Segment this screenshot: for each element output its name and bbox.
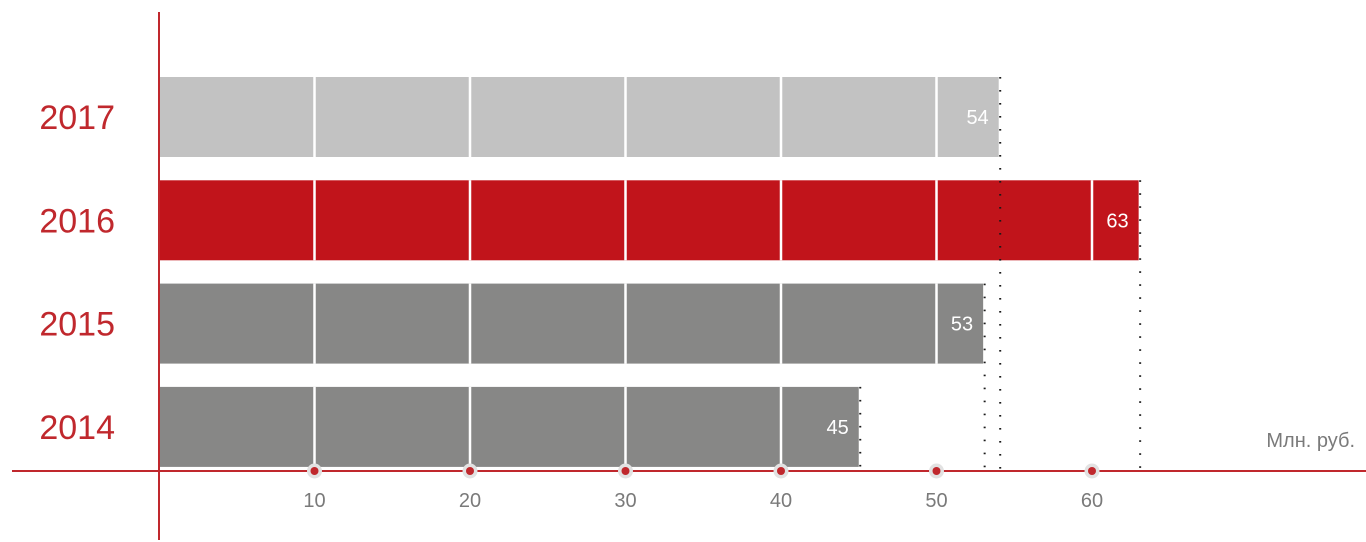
bar-2017 — [159, 77, 999, 157]
x-tick-label-60: 60 — [1081, 490, 1103, 512]
unit-label: Млн. руб. — [1266, 430, 1355, 452]
x-tick-label-10: 10 — [303, 490, 325, 512]
category-label-2017: 2017 — [39, 99, 115, 137]
category-label-2015: 2015 — [39, 306, 115, 344]
guide-lines-layer — [859, 77, 1142, 469]
bar-2016 — [159, 180, 1139, 261]
x-ticks-layer: 10 20 30 40 50 60 — [303, 463, 1103, 512]
x-tick-label-20: 20 — [459, 490, 481, 512]
grid-layer — [313, 77, 1094, 467]
x-tick-marker — [310, 467, 319, 475]
bar-2015 — [159, 283, 984, 364]
bars-layer — [159, 77, 1139, 467]
category-label-2016: 2016 — [39, 202, 115, 240]
x-tick-marker — [621, 467, 630, 475]
x-tick-marker — [932, 467, 941, 475]
value-label-2016: 63 — [1106, 210, 1128, 232]
value-labels-layer: 54 63 53 45 — [827, 107, 1129, 439]
value-label-2015: 53 — [951, 314, 973, 336]
category-labels-layer: 2017 2016 2015 2014 — [39, 99, 115, 447]
axes-layer — [12, 12, 1366, 540]
bar-2014 — [159, 386, 859, 467]
x-tick-marker — [1088, 467, 1096, 475]
x-tick-marker — [777, 467, 785, 475]
category-label-2014: 2014 — [39, 409, 115, 447]
x-tick-marker — [466, 467, 474, 475]
x-tick-label-30: 30 — [614, 490, 636, 512]
x-tick-label-50: 50 — [925, 490, 947, 512]
value-label-2014: 45 — [827, 417, 849, 439]
x-tick-label-40: 40 — [770, 490, 792, 512]
value-label-2017: 54 — [966, 107, 988, 129]
